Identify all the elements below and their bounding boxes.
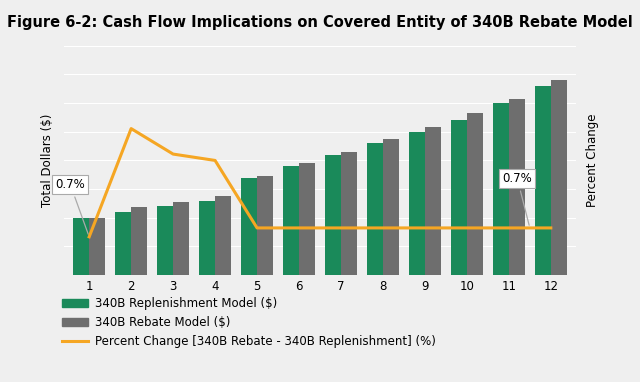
Bar [241, 178, 257, 275]
Bar [551, 80, 567, 275]
Bar [257, 176, 273, 275]
Bar [173, 202, 189, 275]
Bar [409, 132, 425, 275]
Bar [199, 201, 215, 275]
Bar [325, 155, 341, 275]
Bar [73, 218, 89, 275]
Bar [383, 139, 399, 275]
Bar [115, 212, 131, 275]
Bar [341, 152, 357, 275]
Bar [509, 99, 525, 275]
Y-axis label: Percent Change: Percent Change [586, 114, 600, 207]
Bar [89, 218, 105, 275]
Bar [367, 143, 383, 275]
Text: Figure 6-2: Cash Flow Implications on Covered Entity of 340B Rebate Model: Figure 6-2: Cash Flow Implications on Co… [7, 15, 633, 30]
Bar [131, 207, 147, 275]
Bar [215, 196, 231, 275]
Bar [535, 86, 551, 275]
Text: 0.7%: 0.7% [502, 172, 532, 225]
Y-axis label: Total Dollars ($): Total Dollars ($) [40, 114, 54, 207]
Bar [157, 206, 173, 275]
Legend: 340B Replenishment Model ($), 340B Rebate Model ($), Percent Change [340B Rebate: 340B Replenishment Model ($), 340B Rebat… [57, 292, 440, 353]
Bar [299, 163, 315, 275]
Bar [425, 127, 441, 275]
Bar [283, 166, 299, 275]
Bar [467, 113, 483, 275]
Text: 0.7%: 0.7% [56, 178, 88, 234]
Bar [451, 120, 467, 275]
Bar [493, 103, 509, 275]
